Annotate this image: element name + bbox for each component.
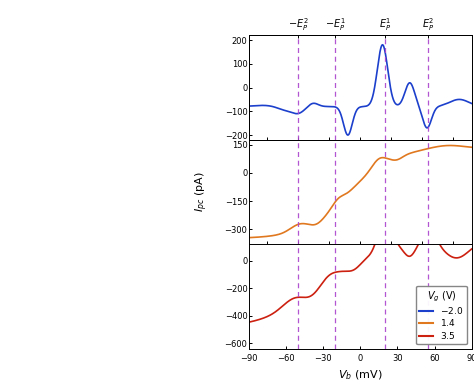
Text: $I_{pc}$ (pA): $I_{pc}$ (pA) [193, 172, 210, 212]
Legend: $-2.0$, $1.4$, $3.5$: $-2.0$, $1.4$, $3.5$ [416, 286, 467, 344]
X-axis label: $V_b$ (mV): $V_b$ (mV) [338, 368, 383, 382]
